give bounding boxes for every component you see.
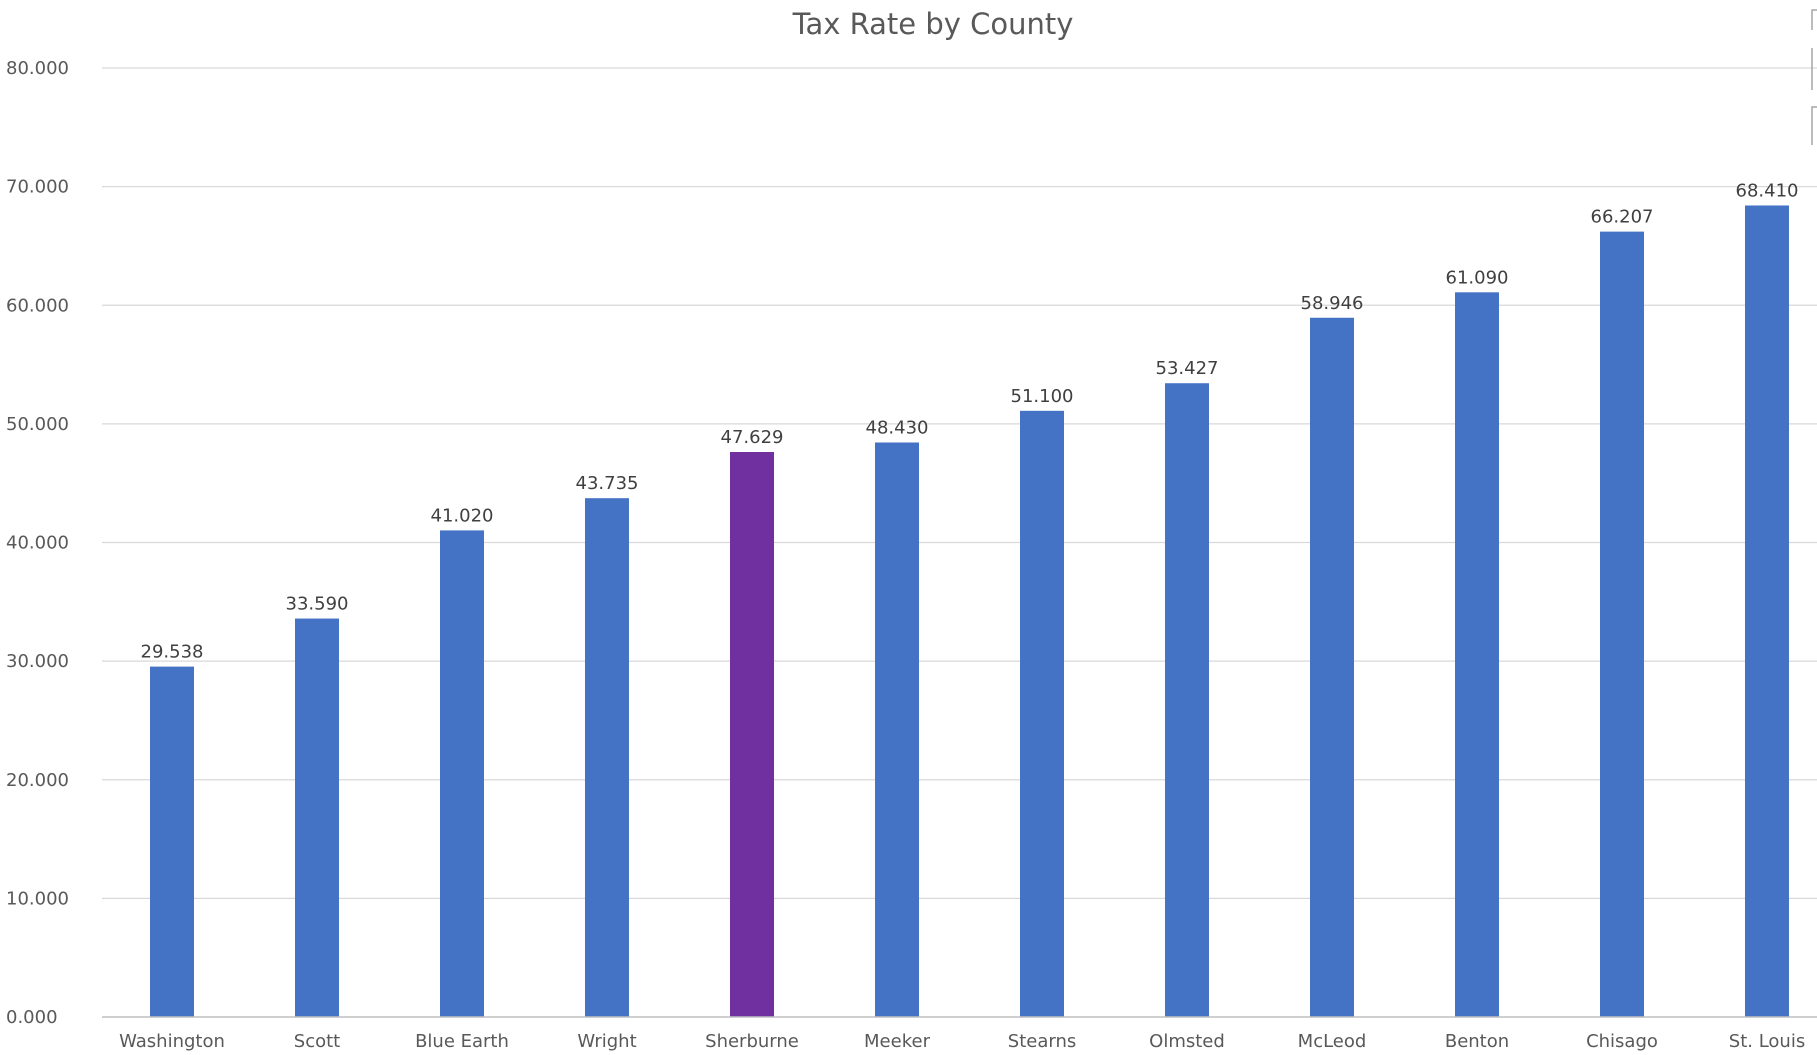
data-label: 48.430 bbox=[866, 417, 929, 438]
y-tick-label: 20.000 bbox=[6, 770, 69, 791]
bar bbox=[150, 666, 194, 1017]
data-label: 61.090 bbox=[1446, 267, 1509, 288]
data-label: 53.427 bbox=[1156, 358, 1219, 379]
chart-title: Tax Rate by County bbox=[792, 7, 1074, 41]
x-tick-label: Meeker bbox=[864, 1031, 931, 1052]
x-axis-tick-labels: Washington Scott Blue Earth Wright Sherburne… bbox=[119, 1031, 1805, 1052]
edge-mark-lower bbox=[1811, 106, 1817, 145]
edge-mark-top bbox=[1811, 9, 1817, 30]
y-axis-tick-labels: 0.000 10.000 20.000 30.000 40.000 50.000 60.00… bbox=[6, 58, 69, 1028]
bar bbox=[1455, 292, 1499, 1017]
bars bbox=[150, 205, 1789, 1018]
bar bbox=[440, 530, 484, 1017]
bar bbox=[1745, 205, 1789, 1017]
data-label: 66.207 bbox=[1591, 207, 1654, 228]
bar bbox=[585, 498, 629, 1017]
y-tick-label: 10.000 bbox=[6, 888, 69, 909]
data-label: 33.590 bbox=[286, 594, 349, 615]
x-tick-label: Olmsted bbox=[1149, 1031, 1225, 1052]
x-tick-label: Benton bbox=[1445, 1031, 1509, 1052]
bar bbox=[1310, 317, 1354, 1018]
x-tick-label: McLeod bbox=[1298, 1031, 1367, 1052]
x-tick-label: Blue Earth bbox=[415, 1031, 509, 1052]
data-label: 29.538 bbox=[141, 642, 204, 663]
y-tick-label: 60.000 bbox=[6, 295, 69, 316]
x-tick-label: Wright bbox=[577, 1031, 636, 1052]
bar bbox=[730, 452, 774, 1017]
data-label: 43.735 bbox=[576, 473, 639, 494]
x-tick-label: St. Louis bbox=[1729, 1031, 1805, 1052]
y-tick-label: 30.000 bbox=[6, 651, 69, 672]
data-label: 58.946 bbox=[1301, 293, 1364, 314]
right-edge-marks bbox=[1811, 9, 1817, 145]
y-tick-label: 0.000 bbox=[6, 1007, 58, 1028]
x-tick-label: Stearns bbox=[1008, 1031, 1076, 1052]
bar bbox=[1600, 231, 1644, 1018]
y-tick-label: 40.000 bbox=[6, 533, 69, 554]
y-tick-label: 70.000 bbox=[6, 177, 69, 198]
bar bbox=[875, 442, 919, 1017]
bar bbox=[295, 618, 339, 1017]
data-label: 47.629 bbox=[721, 427, 784, 448]
data-label: 51.100 bbox=[1011, 386, 1074, 407]
x-tick-label: Sherburne bbox=[705, 1031, 799, 1052]
y-tick-label: 80.000 bbox=[6, 58, 69, 79]
x-tick-label: Washington bbox=[119, 1031, 225, 1052]
x-tick-label: Scott bbox=[294, 1031, 340, 1052]
bar bbox=[1020, 410, 1064, 1017]
data-labels: 29.538 33.590 41.020 43.735 47.629 48.430 51.1… bbox=[141, 180, 1799, 662]
data-label: 41.020 bbox=[431, 505, 494, 526]
bar bbox=[1165, 383, 1209, 1018]
data-label: 68.410 bbox=[1736, 180, 1799, 201]
gridlines bbox=[102, 67, 1817, 899]
y-tick-label: 50.000 bbox=[6, 414, 69, 435]
x-tick-label: Chisago bbox=[1586, 1031, 1658, 1052]
